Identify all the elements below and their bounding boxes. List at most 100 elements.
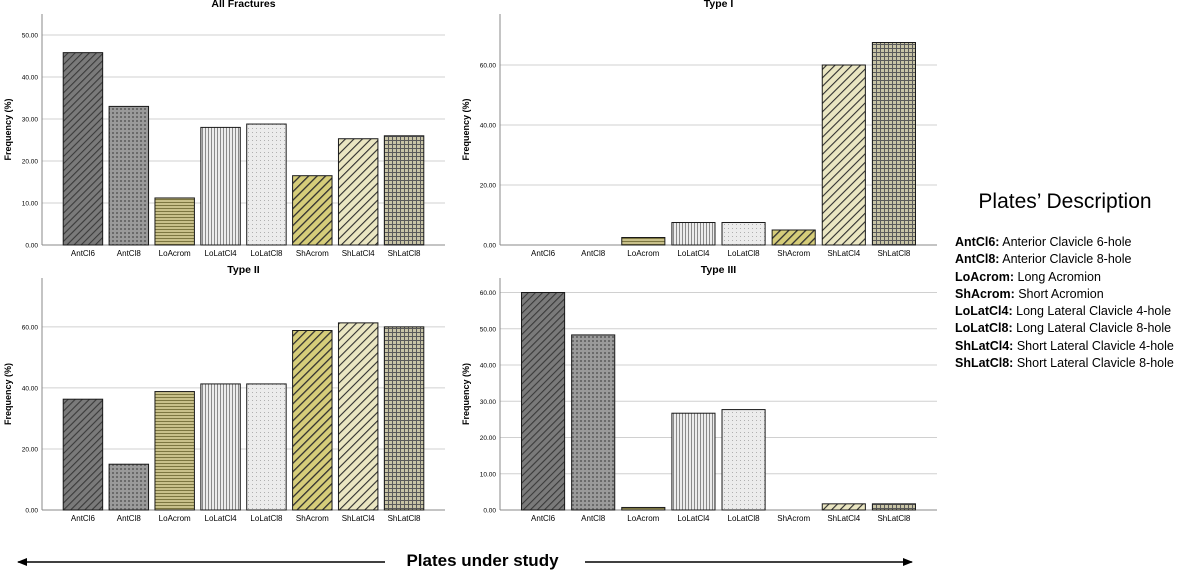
x-tick-label: ShLatCl8	[388, 249, 421, 258]
bar-lolatcl4	[671, 222, 716, 246]
legend-item: LoLatCl4: Long Lateral Clavicle 4-hole	[955, 303, 1200, 320]
x-tick-label: LoAcrom	[627, 249, 659, 258]
legend-item: ShLatCl4: Short Lateral Clavicle 4-hole	[955, 338, 1200, 355]
bar-shlatcl4	[337, 138, 379, 246]
y-axis-label: Frequency (%)	[461, 363, 471, 425]
legend-code: LoLatCl8:	[955, 321, 1013, 336]
chart-title: Type I	[704, 0, 734, 10]
bar-antcl6	[62, 52, 104, 246]
bar-lolatcl8	[721, 222, 766, 246]
bar-lolatcl8	[246, 123, 287, 246]
y-tick-label: 60.00	[480, 290, 497, 297]
chart-title: Type II	[227, 264, 260, 276]
bar-shlatcl4	[821, 64, 866, 246]
y-tick-label: 30.00	[22, 117, 39, 124]
legend-item: ShAcrom: Short Acromion	[955, 286, 1200, 303]
x-tick-label: AntCl8	[581, 249, 606, 258]
x-tick-label: LoLatCl8	[250, 514, 283, 523]
legend-title: Plates’ Description	[978, 190, 1152, 213]
bar-loacrom	[154, 391, 195, 511]
bar-shlatcl4	[337, 322, 379, 511]
x-tick-label: ShLatCl8	[877, 249, 910, 258]
bar-lolatcl4	[671, 412, 716, 511]
x-tick-label: ShLatCl4	[827, 249, 860, 258]
x-tick-label: LoLatCl4	[677, 249, 710, 258]
x-tick-label: ShAcrom	[296, 249, 329, 258]
x-tick-label: AntCl8	[117, 249, 142, 258]
y-tick-label: 10.00	[22, 201, 39, 208]
x-tick-label: ShAcrom	[777, 249, 810, 258]
legend-item: AntCl8: Anterior Clavicle 8-hole	[955, 251, 1200, 268]
x-tick-label: ShLatCl8	[877, 514, 910, 523]
x-tick-label: AntCl6	[71, 514, 96, 523]
bar-antcl8	[571, 334, 616, 511]
x-tick-label: ShLatCl8	[388, 514, 421, 523]
x-tick-label: AntCl6	[531, 514, 556, 523]
chart-type-ii: Type II 0.00 20.00 40.00 60.00 Frequency (%) A…	[3, 264, 445, 523]
chart-type-i: Type I 0.00 20.00 40.00 60.00 Frequency (%) An…	[461, 0, 937, 258]
bar-lolatcl4	[200, 383, 241, 511]
bar-shlatcl8	[871, 42, 916, 246]
bar-shlatcl8	[871, 503, 916, 511]
x-tick-label: ShLatCl4	[342, 514, 375, 523]
y-axis-label: Frequency (%)	[3, 98, 13, 160]
y-tick-label: 10.00	[480, 471, 497, 478]
legend-desc: Long Acromion	[1017, 269, 1101, 284]
chart-title: All Fractures	[211, 0, 275, 10]
y-tick-label: 40.00	[480, 123, 497, 130]
legend-desc: Anterior Clavicle 8-hole	[1002, 252, 1132, 267]
legend-code: ShLatCl4:	[955, 338, 1014, 353]
y-axis-label: Frequency (%)	[461, 98, 471, 160]
x-tick-label: LoAcrom	[159, 249, 191, 258]
bar-shlatcl8	[383, 135, 425, 246]
y-tick-label: 50.00	[22, 33, 39, 40]
x-tick-label: ShLatCl4	[342, 249, 375, 258]
bar-lolatcl8	[246, 383, 287, 511]
chart-all-fractures: All Fractures 0.00 10.00 20.00 30.00 40.00 50.…	[3, 0, 445, 258]
chart-type-iii: Type III 0.00 10.00 20.00 30.00 40.00 50.00 60.…	[461, 264, 937, 523]
legend-code: ShAcrom:	[955, 286, 1015, 301]
bar-lolatcl4	[200, 126, 241, 246]
plates-description-legend: Plates’ Description AntCl6: Anterior Cla…	[955, 190, 1200, 372]
legend-item: AntCl6: Anterior Clavicle 6-hole	[955, 234, 1200, 251]
y-tick-label: 60.00	[480, 63, 497, 70]
y-tick-label: 20.00	[480, 183, 497, 190]
y-tick-label: 0.00	[483, 508, 496, 515]
y-tick-label: 20.00	[22, 446, 39, 453]
x-tick-label: AntCl6	[531, 249, 556, 258]
x-tick-label: LoLatCl4	[205, 249, 238, 258]
plates-under-study-label: Plates under study	[406, 551, 559, 570]
x-tick-label: LoAcrom	[627, 514, 659, 523]
x-tick-label: LoLatCl4	[677, 514, 710, 523]
legend-desc: Long Lateral Clavicle 4-hole	[1016, 304, 1172, 319]
y-tick-label: 0.00	[25, 243, 38, 250]
y-tick-label: 50.00	[480, 326, 497, 333]
x-tick-label: LoLatCl8	[728, 249, 761, 258]
bar-antcl8	[108, 105, 150, 246]
legend-desc: Anterior Clavicle 6-hole	[1002, 235, 1132, 249]
bar-lolatcl8	[721, 409, 766, 511]
legend-item: ShLatCl8: Short Lateral Clavicle 8-hole	[955, 355, 1200, 372]
bar-antcl6	[62, 398, 104, 511]
y-tick-label: 20.00	[22, 159, 39, 166]
legend-code: AntCl8:	[955, 252, 1000, 267]
x-tick-label: AntCl6	[71, 249, 96, 258]
legend-code: LoLatCl4:	[955, 304, 1013, 319]
y-tick-label: 20.00	[480, 435, 497, 442]
y-tick-label: 30.00	[480, 399, 497, 406]
chart-title: Type III	[701, 264, 736, 276]
legend-code: LoAcrom:	[955, 269, 1015, 284]
bar-loacrom	[621, 237, 666, 246]
y-tick-label: 40.00	[22, 385, 39, 392]
y-tick-label: 0.00	[25, 508, 38, 515]
x-tick-label: LoLatCl8	[728, 514, 761, 523]
legend-item: LoLatCl8: Long Lateral Clavicle 8-hole	[955, 320, 1200, 337]
x-tick-label: LoLatCl8	[250, 249, 283, 258]
legend-desc: Short Lateral Clavicle 4-hole	[1016, 338, 1174, 353]
x-tick-label: LoLatCl4	[205, 514, 238, 523]
y-tick-label: 60.00	[22, 324, 39, 331]
x-tick-label: ShLatCl4	[827, 514, 860, 523]
legend-desc: Long Lateral Clavicle 8-hole	[1016, 321, 1172, 336]
x-tick-label: ShAcrom	[296, 514, 329, 523]
